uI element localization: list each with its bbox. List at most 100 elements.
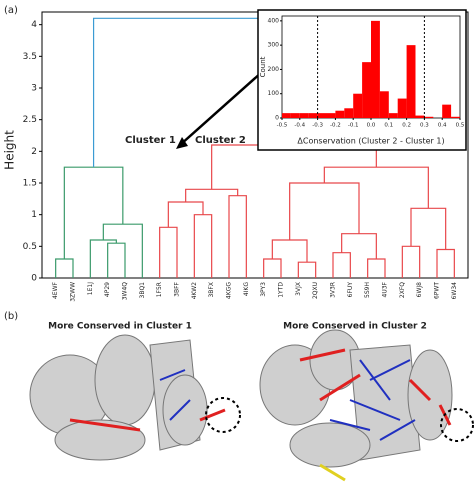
dendrogram-link [107,242,126,278]
y-tick-label: 400 [268,17,280,24]
leaf-label: 1YTD [278,282,285,298]
dendrogram-link [341,233,377,259]
leaf-label: 3PY3 [260,282,267,297]
dendrogram-link [89,239,117,278]
panel-title: More Conserved in Cluster 1 [48,322,192,332]
x-tick-label: 0.3 [420,123,429,129]
y-tick-label: 3.5 [23,52,37,62]
bar [415,115,425,118]
y-tick-label: 300 [268,42,280,49]
x-tick-label: -0.3 [312,123,323,129]
leaf-label: 2XFQ [399,282,406,298]
leaf-label: 2QXU [312,282,319,299]
leaf-label: 3ZWW [70,282,77,302]
panel-label: (b) [4,311,18,322]
bar [290,113,300,118]
bar [299,113,309,118]
dendrogram-link [193,214,213,278]
y-axis-label: Height [3,130,17,170]
leaf-label: 6W34 [451,282,458,300]
dendrogram-link [102,223,143,278]
y-axis-label: Count [259,56,267,77]
y-tick-label: 100 [268,90,280,97]
bar [362,62,371,118]
bar [371,20,380,118]
bar [388,113,398,118]
x-tick-label: 0.2 [402,123,411,129]
bar [451,116,460,118]
leaf-label: 4U3F [382,281,389,297]
bar [379,91,389,118]
dendrogram-link [228,195,247,278]
y-tick-label: 2 [31,147,37,157]
dendrogram-link [410,207,447,250]
leaf-label: 4P29 [104,282,111,297]
dendrogram-link [332,252,351,278]
dendrogram-link [367,258,386,278]
y-tick-label: 0 [31,274,37,284]
x-tick-label: -0.2 [330,123,341,129]
dendrogram-link [436,248,455,278]
y-tick-label: 1 [31,210,37,220]
leaf-label: 1F5R [156,282,163,297]
y-tick-label: 1.5 [23,179,37,189]
leaf-label: 3VJX [295,282,302,296]
bar [344,108,354,118]
leaf-label: 1E1J [87,282,94,295]
bar [308,113,318,118]
dendrogram-link [263,258,282,278]
inset-frame [257,9,467,151]
leaf-label: 3BQ1 [139,282,146,299]
x-tick-label: -0.5 [277,123,288,129]
x-tick-label: 0.0 [367,123,376,129]
leaf-label: 5S9H [364,282,371,298]
plot-frame [41,11,469,279]
y-tick-label: 2.5 [23,115,37,125]
bar [317,113,327,118]
dendrogram-link [401,245,421,278]
x-tick-label: 0.1 [384,123,393,129]
panel-label: (a) [4,5,18,16]
bar [282,113,291,118]
leaf-label: 4KGG [226,282,233,299]
bar [424,116,434,118]
x-tick-label: 0.4 [438,123,447,129]
bar [406,45,416,119]
y-tick-label: 0.5 [23,242,37,252]
y-tick-label: 200 [268,66,280,73]
arrow-head [176,137,188,149]
protein-structure [259,329,474,482]
bar [397,98,407,118]
panel-title: More Conserved in Cluster 2 [283,322,427,332]
dendrogram-link [159,226,178,278]
protein-structure [29,334,241,461]
leaf-label: 3V3R [330,282,337,298]
leaf-label: 6FUY [347,282,354,298]
leaf-label: 4EWF [52,281,59,299]
annotation: Cluster 1 [125,135,176,146]
x-tick-label: 0.5 [456,123,465,129]
leaf-label: 4KW2 [191,282,198,299]
bar [442,104,452,118]
x-tick-label: -0.1 [348,123,359,129]
arrow [179,71,263,146]
y-tick-label: 4 [31,20,37,30]
annotation: Cluster 2 [195,135,246,146]
y-tick-label: 0 [275,115,279,122]
bar [335,110,345,118]
leaf-label: 3BFX [208,282,215,298]
dendrogram-link [55,258,74,278]
x-axis-label: ΔConservation (Cluster 2 - Cluster 1) [297,137,444,146]
leaf-label: 3BFF [174,281,181,296]
leaf-label: 6PWT [434,282,441,299]
dendrogram-link [63,166,124,259]
dendrogram-link [323,166,429,209]
bar [353,93,363,118]
bar [326,113,336,118]
y-tick-label: 3 [31,84,37,94]
leaf-label: 4IKG [243,282,250,297]
dendrogram-link [289,182,360,240]
dendrogram-link [297,261,317,278]
leaf-label: 6WJ8 [416,282,423,298]
